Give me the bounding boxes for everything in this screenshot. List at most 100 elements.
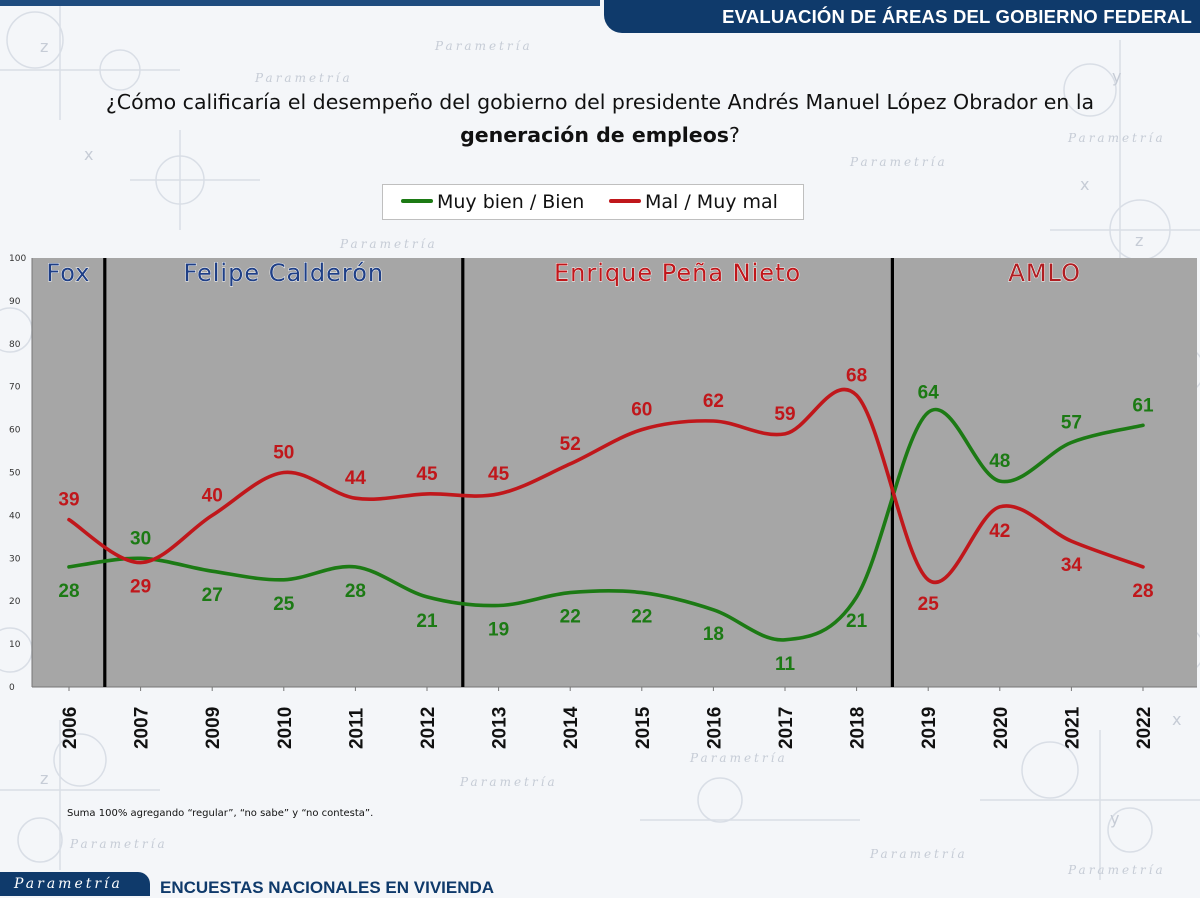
question-text: ¿Cómo calificaría el desempeño del gobie… (105, 90, 1095, 114)
data-label-muy-bien: 64 (918, 382, 940, 403)
data-label-muy-bien: 27 (202, 585, 223, 606)
svg-text:Parametría: Parametría (1067, 863, 1166, 877)
x-tick-label: 2009 (203, 707, 224, 749)
data-label-muy-bien: 19 (488, 619, 509, 640)
y-tick-label: 50 (9, 469, 21, 479)
data-label-muy-bien: 22 (560, 607, 581, 628)
x-tick-label: 2013 (490, 707, 511, 749)
data-label-muy-bien: 25 (273, 594, 295, 615)
question-mark: ? (729, 123, 740, 147)
svg-text:Parametría: Parametría (339, 237, 438, 251)
x-tick-label: 2010 (275, 707, 296, 749)
data-label-muy-bien: 28 (58, 581, 79, 602)
data-label-muy-bien: 21 (416, 611, 438, 632)
svg-text:z: z (40, 769, 48, 788)
question-topic: generación de empleos (460, 123, 729, 147)
data-label-mal: 34 (1061, 555, 1083, 576)
x-tick-label: 2007 (132, 707, 153, 749)
data-label-muy-bien: 57 (1061, 412, 1082, 433)
line-chart: 0 10 20 30 40 50 60 70 80 90 100 2006 2007 2009 2010 20… (9, 254, 1197, 749)
svg-text:Parametría: Parametría (689, 751, 788, 765)
svg-text:Parametría: Parametría (434, 39, 533, 53)
data-label-muy-bien: 30 (130, 528, 151, 549)
x-tick-label: 2016 (704, 707, 725, 749)
data-label-muy-bien: 22 (631, 607, 652, 628)
svg-text:Parametría: Parametría (459, 775, 558, 789)
x-tick-label: 2012 (418, 707, 439, 749)
x-tick-label: 2018 (848, 707, 869, 749)
data-label-mal: 29 (130, 577, 151, 598)
legend-item-mal: Mal / Muy mal (609, 185, 778, 219)
data-label-mal: 60 (631, 400, 652, 421)
data-label-mal: 50 (273, 443, 294, 464)
data-label-muy-bien: 28 (345, 581, 366, 602)
period-label: AMLO (1008, 259, 1081, 287)
x-tick-label: 2011 (346, 707, 367, 749)
legend-label-muy-bien: Muy bien / Bien (437, 191, 585, 213)
x-tick-label: 2021 (1062, 706, 1083, 749)
data-label-muy-bien: 61 (1132, 395, 1154, 416)
x-tick-label: 2022 (1134, 707, 1155, 749)
plot-area (32, 258, 1197, 687)
x-tick-label: 2019 (919, 707, 940, 749)
x-tick-label: 2014 (561, 706, 582, 749)
y-tick-label: 40 (9, 511, 21, 521)
data-label-mal: 28 (1132, 581, 1153, 602)
svg-text:z: z (1135, 231, 1143, 250)
svg-text:Parametría: Parametría (69, 837, 168, 851)
svg-text:Parametría: Parametría (1067, 131, 1166, 145)
series-line-muy-bien (67, 407, 1145, 642)
chart-legend: Muy bien / Bien Mal / Muy mal (382, 184, 804, 220)
data-label-mal: 59 (774, 404, 795, 425)
period-label: Enrique Peña Nieto (554, 259, 801, 287)
header-title: EVALUACIÓN DE ÁREAS DEL GOBIERNO FEDERAL (722, 6, 1192, 27)
data-label-mal: 68 (846, 365, 867, 386)
y-tick-label: 30 (9, 554, 21, 564)
parametria-logo: Parametría (0, 872, 150, 896)
y-tick-label: 10 (9, 640, 21, 650)
period-label: Fox (46, 259, 90, 287)
svg-text:x: x (1080, 175, 1089, 194)
footer-title: ENCUESTAS NACIONALES EN VIVIENDA (160, 878, 495, 897)
svg-text:Parametría: Parametría (849, 155, 948, 169)
legend-swatch-green (401, 198, 433, 203)
x-tick-label: 2020 (991, 707, 1012, 749)
svg-text:y: y (1112, 67, 1121, 86)
svg-text:x: x (84, 145, 93, 164)
footnote: Suma 100% agregando “regular”, “no sabe”… (67, 808, 374, 819)
data-label-mal: 62 (703, 391, 724, 412)
period-label: Felipe Calderón (184, 259, 385, 287)
svg-text:Parametría: Parametría (254, 71, 353, 85)
x-tick-label: 2017 (776, 707, 797, 749)
survey-question: ¿Cómo calificaría el desempeño del gobie… (40, 86, 1160, 152)
legend-label-mal: Mal / Muy mal (645, 191, 778, 213)
brand-name: Parametría (14, 876, 123, 892)
svg-text:z: z (40, 37, 48, 56)
y-tick-label: 90 (9, 297, 21, 307)
x-tick-label: 2006 (60, 707, 81, 749)
data-label-mal: 39 (58, 490, 79, 511)
y-tick-label: 20 (9, 597, 21, 607)
data-label-mal: 45 (488, 464, 510, 485)
svg-text:y: y (1110, 809, 1119, 828)
data-label-mal: 42 (989, 521, 1010, 542)
series-line-mal (67, 387, 1145, 585)
data-label-muy-bien: 11 (775, 654, 796, 675)
data-label-muy-bien: 48 (989, 451, 1010, 472)
data-label-mal: 45 (416, 464, 438, 485)
y-tick-label: 80 (9, 340, 21, 350)
top-stripe (0, 0, 600, 6)
data-label-mal: 25 (918, 594, 940, 615)
svg-text:x: x (1172, 710, 1181, 729)
svg-text:Parametría: Parametría (869, 847, 968, 861)
data-label-mal: 40 (202, 485, 223, 506)
data-label-muy-bien: 18 (703, 624, 724, 645)
data-label-mal: 44 (345, 468, 367, 489)
y-tick-label: 0 (9, 683, 15, 693)
y-tick-label: 70 (9, 383, 21, 393)
y-tick-label: 100 (9, 254, 26, 264)
data-label-mal: 52 (560, 434, 581, 455)
header-banner: EVALUACIÓN DE ÁREAS DEL GOBIERNO FEDERAL (604, 0, 1200, 33)
y-tick-label: 60 (9, 426, 21, 436)
